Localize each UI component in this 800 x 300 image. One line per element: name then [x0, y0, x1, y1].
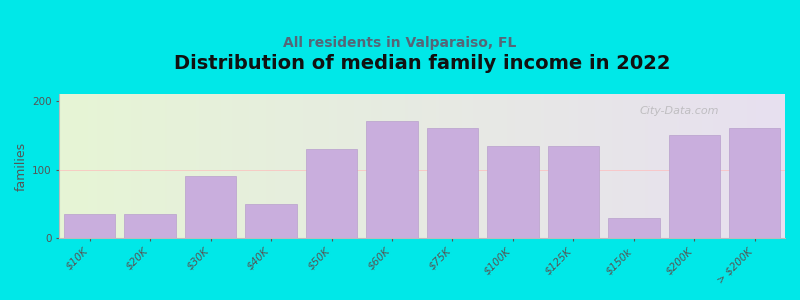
Title: Distribution of median family income in 2022: Distribution of median family income in … [174, 54, 670, 73]
Bar [669, 135, 720, 238]
Bar [487, 146, 538, 238]
Bar [608, 218, 659, 238]
Bar [729, 128, 781, 238]
Y-axis label: families: families [15, 142, 28, 191]
Bar [306, 149, 358, 238]
Bar [366, 122, 418, 238]
Bar [548, 146, 599, 238]
Bar [64, 214, 115, 238]
Bar [426, 128, 478, 238]
Bar [125, 214, 176, 238]
Bar [246, 204, 297, 238]
Text: City-Data.com: City-Data.com [640, 106, 719, 116]
Bar [185, 176, 236, 238]
Text: All residents in Valparaiso, FL: All residents in Valparaiso, FL [283, 36, 517, 50]
